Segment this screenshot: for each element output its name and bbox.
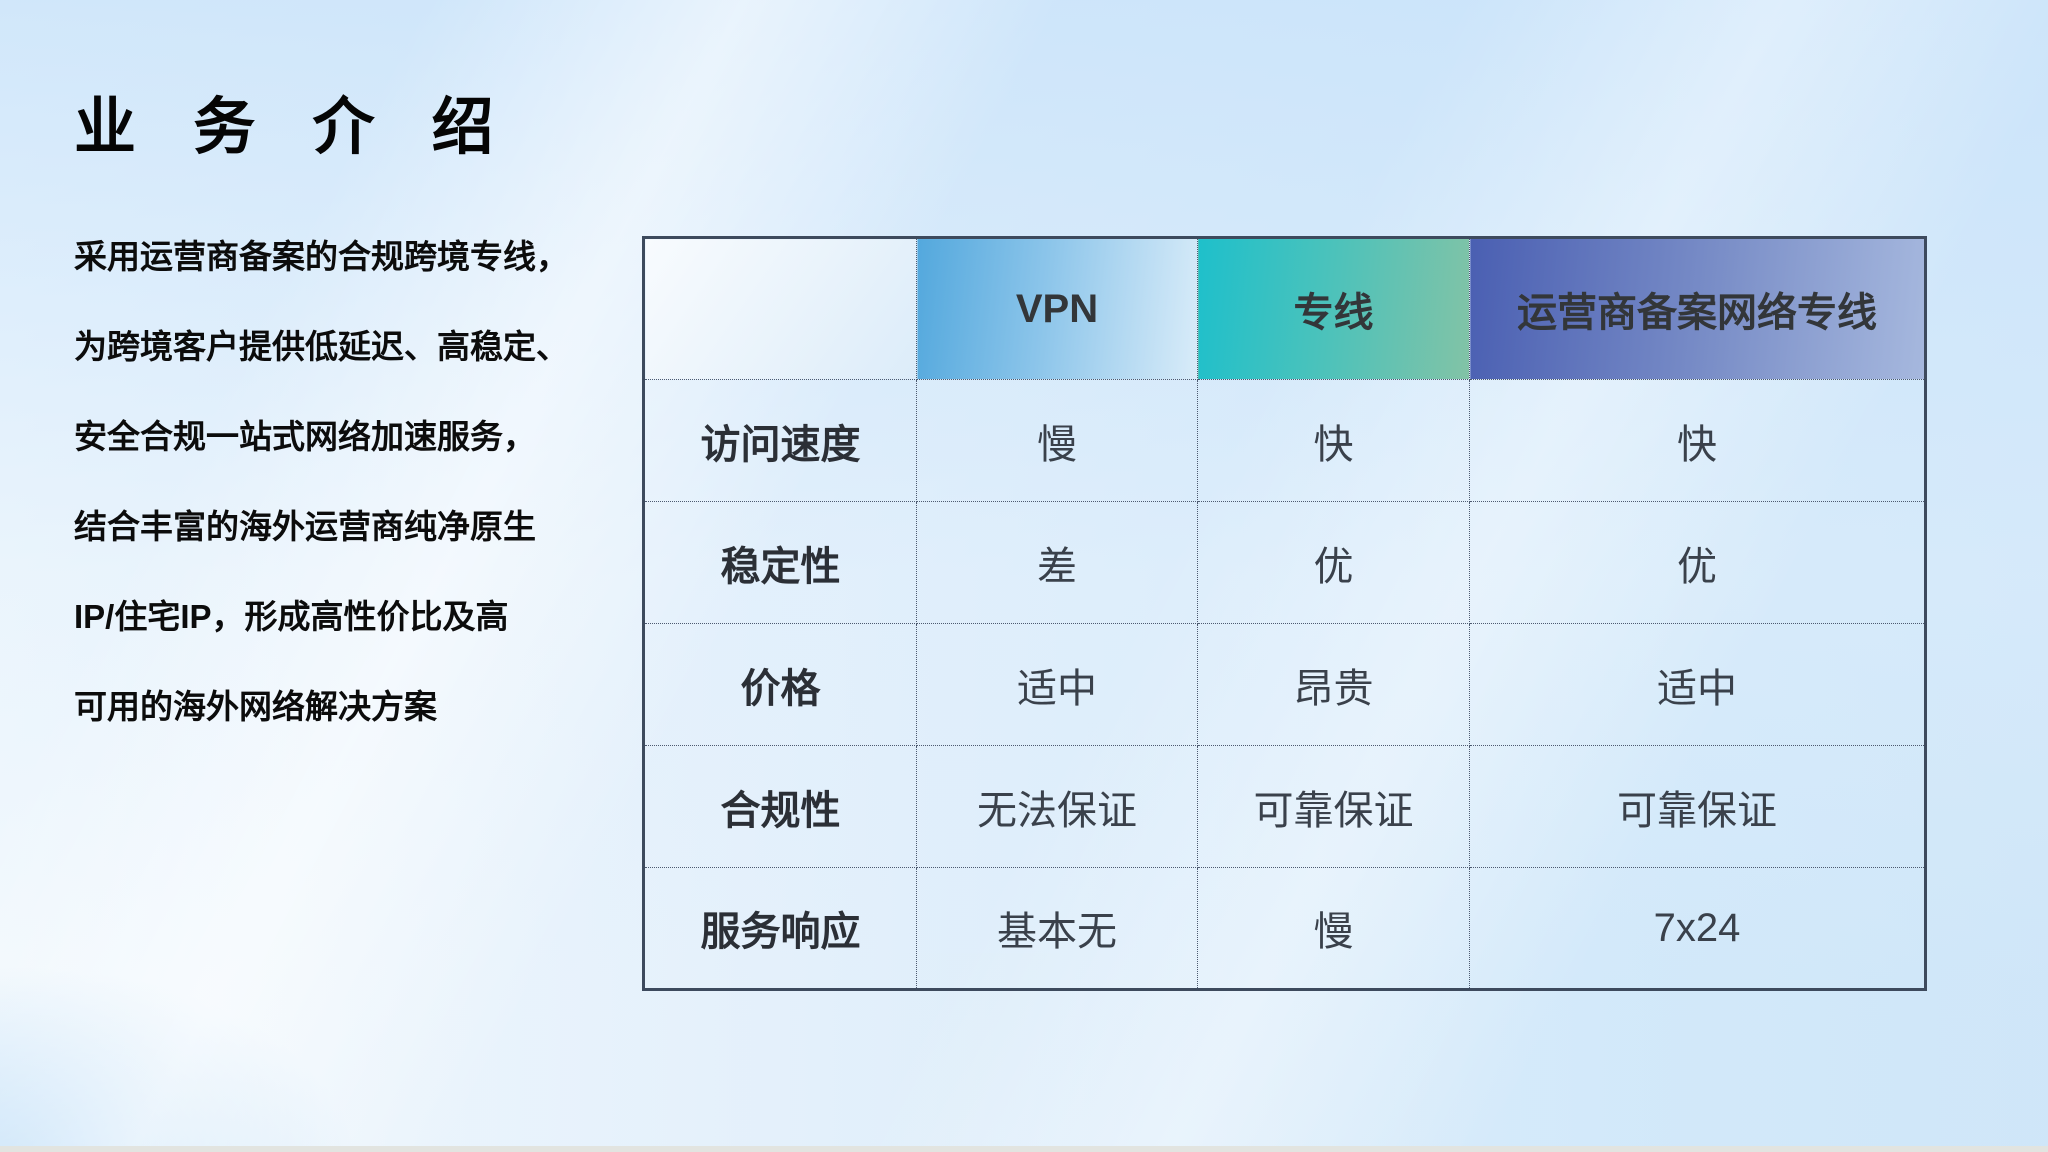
description-line: 采用运营商备案的合规跨境专线， [74,238,569,275]
table-row-stability: 稳定性 差 优 优 [643,501,1926,624]
row-label: 访问速度 [643,379,917,502]
cell-value: 慢 [916,379,1198,502]
page-title: 业 务 介 绍 [74,93,514,162]
business-description: 采用运营商备案的合规跨境专线， 为跨境客户提供低延迟、高稳定、 安全合规一站式网… [74,212,614,752]
cell-value: 快 [1469,379,1926,502]
description-line: 可用的海外网络解决方案 [74,688,437,725]
description-line: 为跨境客户提供低延迟、高稳定、 [74,328,569,365]
cell-value: 适中 [916,623,1198,746]
cell-value: 昂贵 [1197,623,1470,746]
cell-value: 可靠保证 [1469,745,1926,868]
cell-value: 7x24 [1469,867,1926,990]
description-line: IP/住宅IP，形成高性价比及高 [74,598,509,635]
cell-value: 差 [916,501,1198,624]
cell-value: 优 [1197,501,1470,624]
column-header-dedicated-line: 专线 [1197,237,1470,380]
row-label: 合规性 [643,745,917,868]
column-header-vpn: VPN [916,237,1198,380]
row-label: 价格 [643,623,917,746]
row-label: 稳定性 [643,501,917,624]
table-row-access-speed: 访问速度 慢 快 快 [643,379,1926,502]
cell-value: 无法保证 [916,745,1198,868]
table-row-service-response: 服务响应 基本无 慢 7x24 [643,867,1926,990]
cell-value: 可靠保证 [1197,745,1470,868]
slide-bottom-edge [0,1146,2048,1152]
cell-value: 适中 [1469,623,1926,746]
comparison-table: VPN 专线 运营商备案网络专线 访问速度 慢 快 快 稳定性 差 优 优 价格… [642,236,1927,991]
cell-value: 快 [1197,379,1470,502]
table-row-price: 价格 适中 昂贵 适中 [643,623,1926,746]
row-label: 服务响应 [643,867,917,990]
cell-value: 基本无 [916,867,1198,990]
header-row: VPN 专线 运营商备案网络专线 [643,237,1926,380]
corner-cell [643,237,917,380]
cell-value: 慢 [1197,867,1470,990]
cell-value: 优 [1469,501,1926,624]
description-line: 结合丰富的海外运营商纯净原生 [74,508,536,545]
description-line: 安全合规一站式网络加速服务， [74,418,536,455]
column-header-carrier-registered-line: 运营商备案网络专线 [1469,237,1926,380]
table-row-compliance: 合规性 无法保证 可靠保证 可靠保证 [643,745,1926,868]
